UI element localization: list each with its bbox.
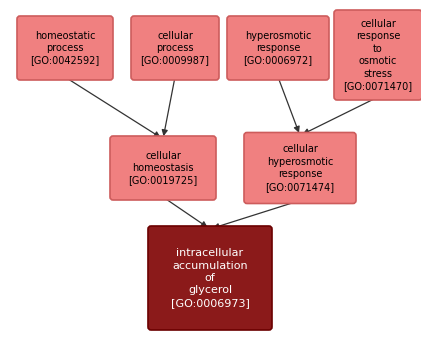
FancyBboxPatch shape [227, 16, 329, 80]
FancyBboxPatch shape [17, 16, 113, 80]
FancyBboxPatch shape [131, 16, 219, 80]
Text: homeostatic
process
[GO:0042592]: homeostatic process [GO:0042592] [30, 31, 100, 65]
FancyBboxPatch shape [244, 133, 356, 204]
FancyBboxPatch shape [334, 10, 421, 100]
FancyBboxPatch shape [110, 136, 216, 200]
Text: cellular
homeostasis
[GO:0019725]: cellular homeostasis [GO:0019725] [128, 151, 197, 185]
Text: hyperosmotic
response
[GO:0006972]: hyperosmotic response [GO:0006972] [243, 31, 312, 65]
Text: intracellular
accumulation
of
glycerol
[GO:0006973]: intracellular accumulation of glycerol [… [171, 248, 249, 308]
FancyBboxPatch shape [148, 226, 272, 330]
Text: cellular
process
[GO:0009987]: cellular process [GO:0009987] [141, 31, 210, 65]
Text: cellular
hyperosmotic
response
[GO:0071474]: cellular hyperosmotic response [GO:00714… [265, 144, 335, 192]
Text: cellular
response
to
osmotic
stress
[GO:0071470]: cellular response to osmotic stress [GO:… [344, 19, 413, 91]
